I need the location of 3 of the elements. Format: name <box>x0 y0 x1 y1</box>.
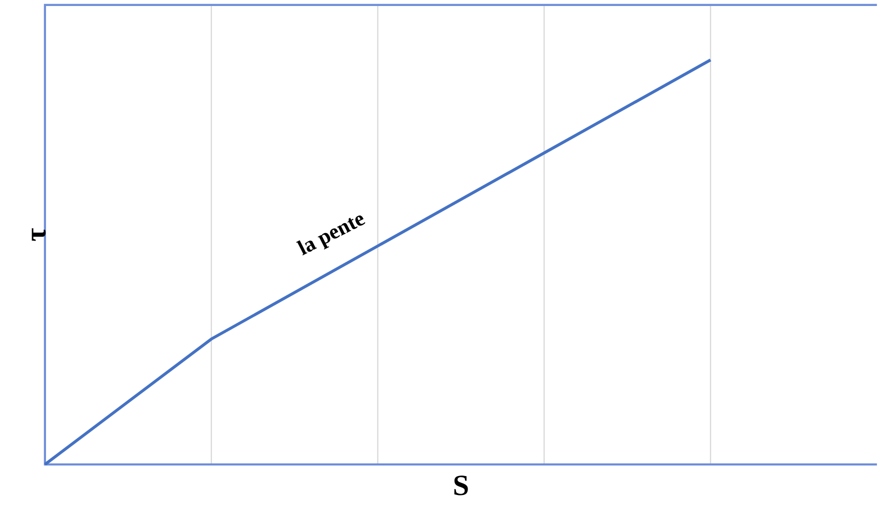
y-axis-title: τ <box>32 228 46 241</box>
x-axis-title: S <box>454 475 468 496</box>
annotation: la pente <box>296 215 366 256</box>
